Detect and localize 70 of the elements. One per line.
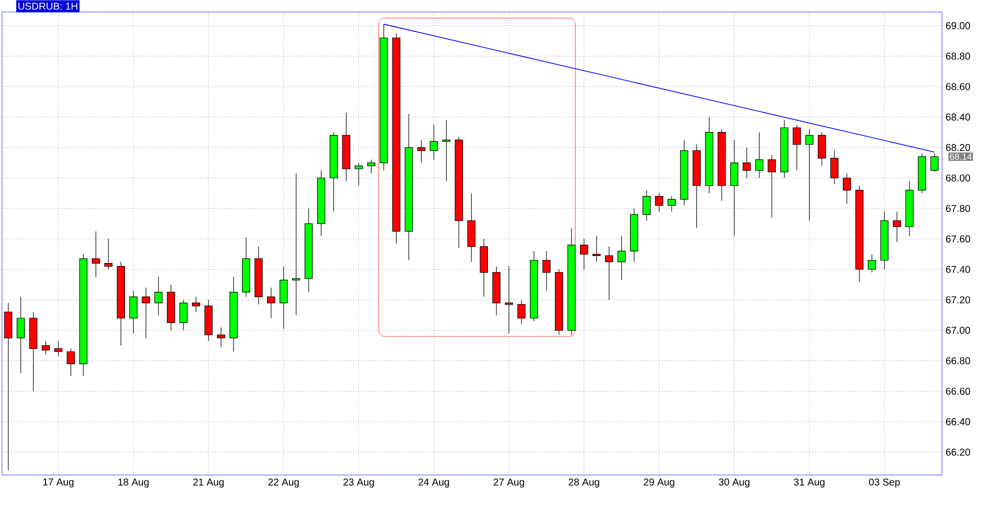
chart-title: USDRUB: 1H — [18, 2, 78, 10]
candlestick — [430, 124, 438, 160]
candlestick — [142, 287, 150, 338]
candlestick — [742, 147, 751, 178]
candlestick — [818, 132, 826, 166]
candlestick — [179, 300, 188, 331]
candlestick — [805, 128, 814, 221]
candlestick — [580, 238, 588, 270]
x-tick-label: 28 Aug — [568, 478, 600, 488]
y-tick-label: 66.20 — [946, 448, 970, 456]
x-tick-label: 03 Sep — [869, 478, 900, 488]
x-tick-label: 21 Aug — [193, 478, 224, 488]
y-tick-label: 68.60 — [946, 83, 970, 90]
candlestick — [830, 150, 838, 184]
candlestick — [129, 290, 138, 334]
x-tick-label: 31 Aug — [794, 478, 824, 488]
y-tick-label: 67.20 — [946, 296, 970, 304]
candlestick — [154, 276, 163, 316]
candlestick — [417, 140, 426, 164]
y-tick-label: 66.80 — [946, 357, 970, 364]
candlestick — [504, 266, 513, 334]
y-tick-label: 69.00 — [946, 22, 970, 30]
candlestick — [642, 190, 651, 221]
candlestick — [442, 120, 450, 182]
candlestick — [655, 192, 664, 212]
candlestick — [730, 140, 738, 236]
candlestick — [618, 236, 626, 280]
candlestick — [768, 154, 776, 218]
y-tick-label: 68.40 — [946, 114, 970, 121]
candlestick — [16, 296, 25, 374]
y-tick-label: 67.40 — [946, 266, 970, 273]
y-tick-label: 66.40 — [946, 418, 970, 426]
candlestick — [592, 236, 601, 262]
y-tick-label: 66.60 — [946, 388, 970, 395]
candlestick — [367, 159, 376, 174]
x-tick-label: 22 Aug — [268, 478, 299, 488]
text: 68.14 — [950, 154, 972, 160]
candlestick — [542, 250, 551, 292]
candlestick — [868, 254, 876, 273]
x-tick-label: 24 Aug — [418, 478, 449, 488]
candlestick — [292, 173, 300, 316]
x-tick-label: 23 Aug — [343, 478, 374, 488]
candlestick — [755, 132, 764, 178]
x-tick-label: 27 Aug — [494, 478, 524, 488]
x-tick-label: 17 Aug — [43, 478, 74, 488]
x-tick-label: 29 Aug — [644, 478, 674, 488]
candlestick — [42, 340, 50, 355]
candlestick — [267, 287, 276, 318]
x-tick-label: 30 Aug — [718, 478, 750, 488]
candlestick — [92, 231, 100, 278]
candlestick — [517, 300, 526, 325]
candlestick — [930, 153, 939, 172]
candlestick — [216, 326, 226, 348]
candlestick — [668, 196, 676, 212]
x-tick-label: 18 Aug — [118, 478, 149, 488]
candlestick — [892, 211, 902, 242]
candlestick — [192, 296, 200, 312]
candlestick — [66, 348, 75, 376]
candlestick — [280, 266, 288, 330]
candlestick — [792, 124, 801, 171]
candlestick — [104, 238, 112, 270]
candlestick — [842, 173, 851, 204]
candlestick — [354, 162, 363, 186]
y-tick-label: 67.60 — [946, 235, 970, 242]
y-tick-label: 68.80 — [946, 52, 970, 60]
y-tick-label: 67.00 — [946, 326, 970, 334]
y-tick-label: 68.20 — [946, 144, 970, 152]
candlestick — [605, 246, 614, 300]
y-tick-label: 68.00 — [946, 174, 970, 182]
y-tick-label: 67.80 — [946, 204, 970, 212]
